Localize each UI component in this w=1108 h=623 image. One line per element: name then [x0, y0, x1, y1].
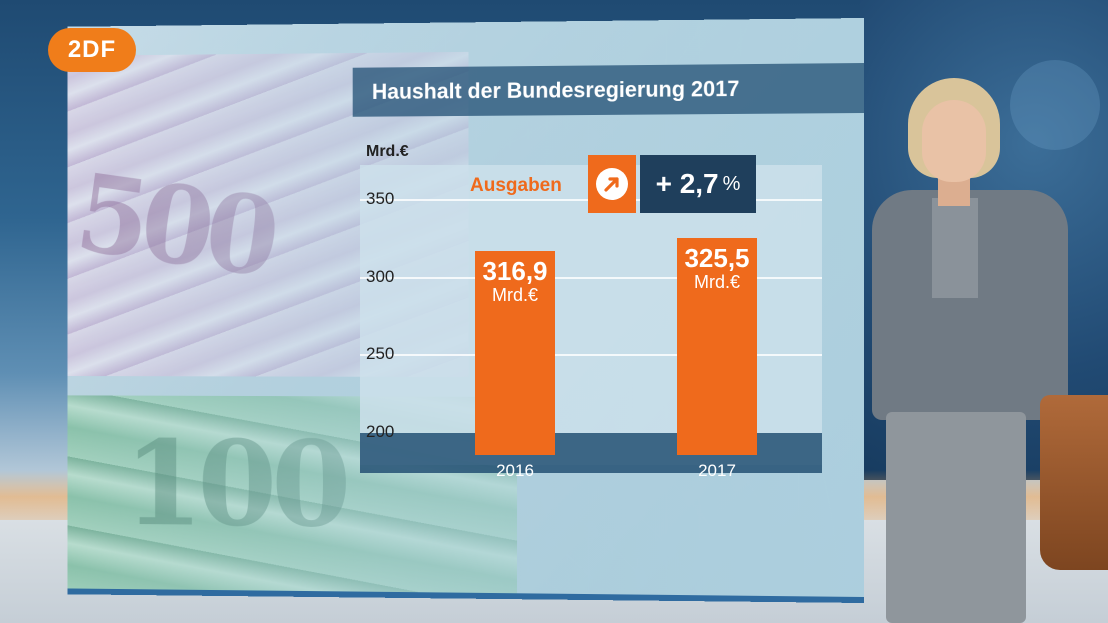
y-tick-label: 250: [366, 344, 395, 364]
grid-line: [360, 354, 822, 357]
trend-indicator: [588, 155, 636, 213]
arrow-up-right-icon: [604, 177, 619, 192]
bar-value: 325,5: [684, 243, 750, 274]
grid-line: [360, 276, 822, 279]
bar-value-label: 316,9 Mrd.€: [455, 257, 575, 305]
news-desk: [1040, 395, 1108, 570]
title-bar: Haushalt der Bundesregierung 2017: [352, 63, 864, 117]
bar-2017: [677, 238, 757, 455]
presenter-pants: [886, 412, 1026, 623]
y-tick-label: 350: [366, 189, 395, 208]
bar-value-unit: Mrd.€: [693, 272, 740, 293]
change-unit: %: [722, 172, 741, 195]
series-label: Ausgaben: [470, 175, 562, 196]
x-tick-label: 2016: [496, 461, 534, 480]
backwall-globe-shape: [1010, 60, 1100, 150]
y-tick-label: 300: [366, 266, 395, 286]
change-badge: + 2,7 %: [640, 155, 756, 213]
y-tick-label: 200: [366, 422, 395, 441]
bar-value-label: 325,5 Mrd.€: [657, 244, 777, 292]
bar-value-unit: Mrd.€: [491, 285, 538, 306]
trend-up-icon: [596, 168, 628, 200]
presenter: [860, 78, 1080, 623]
bar-2016: [475, 251, 555, 455]
presenter-blouse: [932, 198, 978, 298]
change-value: + 2,7: [655, 168, 719, 199]
x-tick-label: 2017: [698, 461, 736, 480]
bar-value: 316,9: [482, 256, 548, 287]
zdf-logo: 2DF: [48, 28, 136, 72]
chart-title: Haushalt der Bundesregierung 2017: [371, 76, 740, 104]
presenter-face: [922, 100, 986, 182]
y-axis-unit-label: Mrd.€: [366, 143, 409, 160]
